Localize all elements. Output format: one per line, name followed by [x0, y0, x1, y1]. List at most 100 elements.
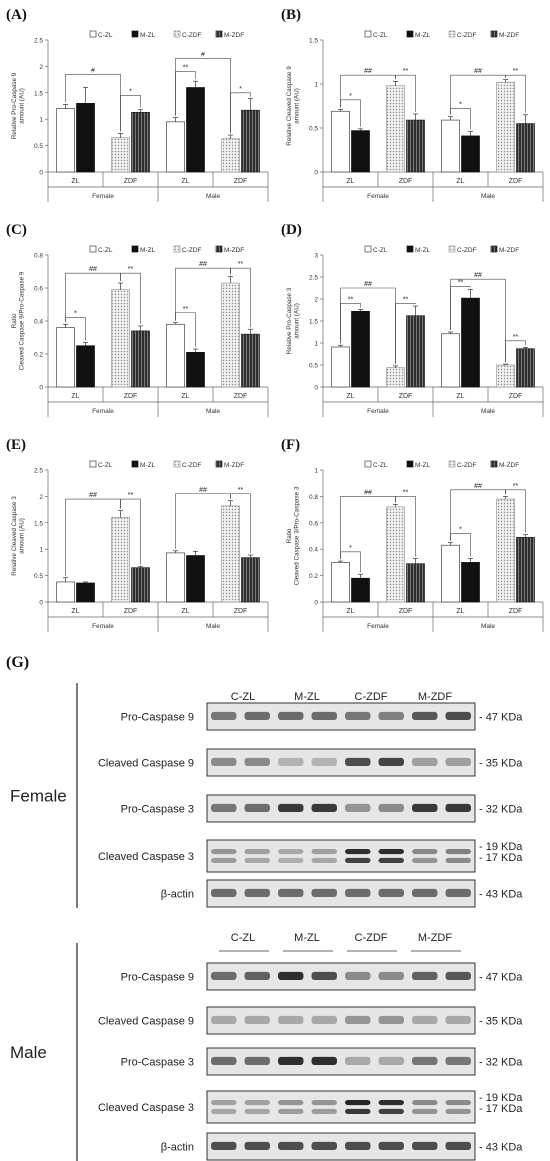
kda-marker: - 19 KDa	[479, 1092, 523, 1104]
y-tick-label: 1.5	[34, 90, 43, 97]
legend-label: C-ZDF	[457, 247, 477, 254]
bar	[186, 352, 205, 388]
y-axis-label-line: amount (AU)	[294, 88, 301, 124]
blot-band	[378, 971, 404, 981]
bar	[241, 333, 260, 388]
y-tick-label: 3	[314, 253, 318, 260]
x-tick-label: ZDF	[234, 178, 248, 185]
legend-label: C-ZL	[373, 462, 388, 469]
significance-marker: *	[459, 526, 462, 533]
y-tick-label: 0.4	[34, 319, 43, 326]
blot-band	[244, 757, 270, 767]
significance-marker: ##	[474, 483, 482, 490]
blot-band	[211, 1099, 237, 1106]
blot-band	[278, 1015, 304, 1025]
blot-band	[278, 888, 304, 898]
x-tick-label: ZL	[71, 178, 79, 185]
bar	[516, 536, 535, 603]
y-axis-label-line: amount (AU)	[294, 303, 301, 339]
blot-band	[345, 1056, 371, 1066]
significance-marker: **	[128, 266, 134, 273]
significance-marker: *	[349, 545, 352, 552]
bar	[241, 557, 260, 603]
blot-band	[211, 1141, 237, 1151]
blot-row-label: β-actin	[161, 889, 194, 901]
significance-marker: ##	[474, 68, 482, 75]
bar	[386, 367, 405, 388]
chart-panel: (A) C-ZL M-ZL C-ZDF M-ZDF 0 0.5 1 1.5 2 2.5 Relativ…	[6, 7, 269, 202]
bar	[56, 327, 75, 388]
lane-group-label: C-ZL	[231, 691, 255, 703]
kda-marker: - 17 KDa	[479, 852, 523, 864]
x-tick-label: ZL	[456, 178, 464, 185]
x-tick-label: ZL	[456, 608, 464, 615]
legend-swatch	[89, 460, 97, 468]
x-tick-label: ZL	[181, 393, 189, 400]
bar	[461, 297, 480, 388]
blot-strip	[206, 839, 476, 873]
blot-band	[445, 971, 471, 981]
blot-background	[206, 748, 476, 777]
legend-label: M-ZDF	[499, 32, 519, 39]
blot-band	[278, 803, 304, 813]
blot-band	[311, 857, 337, 864]
blot-band	[412, 971, 438, 981]
legend-swatch	[406, 30, 414, 38]
blot-band	[244, 1015, 270, 1025]
legend-label: C-ZDF	[182, 32, 202, 39]
blot-strip	[206, 1132, 476, 1161]
significance-marker: **	[238, 487, 244, 494]
bar	[331, 562, 350, 603]
bar	[331, 110, 350, 173]
y-tick-label: 2	[314, 297, 318, 304]
significance-bracket	[340, 303, 361, 344]
legend-swatch	[215, 30, 223, 38]
legend-swatch	[131, 30, 139, 38]
x-tick-label: ZL	[181, 608, 189, 615]
significance-marker: *	[239, 86, 242, 93]
blot-band	[445, 1108, 471, 1115]
bar	[131, 567, 150, 603]
y-tick-label: 0.8	[309, 494, 318, 501]
blot-band	[378, 888, 404, 898]
bar	[56, 108, 75, 173]
bar	[461, 562, 480, 603]
y-axis-label: Relative Pro-Caspase 3amount (AU)	[286, 287, 301, 354]
blot-band	[378, 1108, 404, 1115]
y-tick-label: 1.5	[309, 319, 318, 326]
bar	[406, 119, 425, 173]
significance-marker: **	[128, 492, 134, 499]
significance-bracket	[340, 99, 361, 127]
x-tick-label: ZL	[346, 393, 354, 400]
y-axis-label-line: amount (AU)	[19, 518, 26, 554]
blot-row-label: Pro-Caspase 9	[121, 712, 194, 724]
blot-band	[278, 971, 304, 981]
blot-band	[345, 888, 371, 898]
blot-band	[378, 757, 404, 767]
significance-marker: **	[513, 68, 519, 75]
legend-label: C-ZDF	[182, 462, 202, 469]
bar	[516, 123, 535, 173]
blot-background	[206, 1090, 476, 1124]
blot-strip	[206, 794, 476, 823]
blot-strip	[206, 1006, 476, 1035]
bar	[76, 345, 95, 388]
significance-marker: *	[129, 88, 132, 95]
y-tick-label: 0	[39, 385, 43, 392]
x-tick-label: ZL	[456, 393, 464, 400]
blot-band	[211, 757, 237, 767]
group-label: Female	[92, 623, 114, 630]
blot-band	[445, 757, 471, 767]
group-label: Male	[481, 408, 495, 415]
blot-band	[345, 1015, 371, 1025]
x-tick-label: ZDF	[399, 178, 413, 185]
y-tick-label: 0.2	[309, 573, 318, 580]
y-tick-label: 0	[314, 170, 318, 177]
blot-band	[211, 1108, 237, 1115]
y-tick-label: 1	[314, 341, 318, 348]
blot-strip	[206, 1047, 476, 1076]
y-tick-label: 2.5	[309, 275, 318, 282]
blot-strip	[206, 962, 476, 991]
blot-row-label: Pro-Caspase 3	[121, 1057, 194, 1069]
blot-band	[445, 857, 471, 864]
